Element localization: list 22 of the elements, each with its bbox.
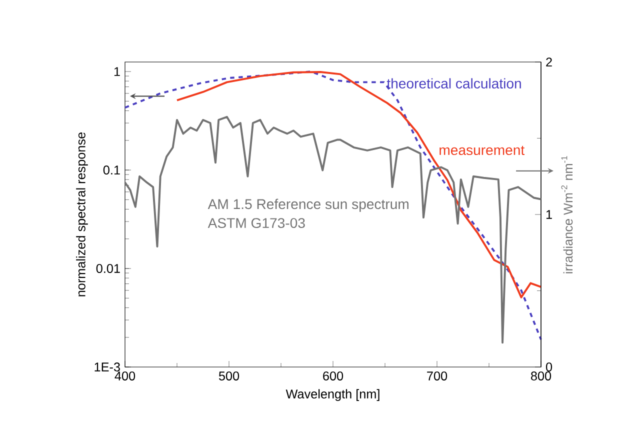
y-axis-title: normalized spectral response	[76, 132, 88, 296]
y2-tick-label: 1	[546, 210, 552, 219]
x-tick-label: 600	[323, 371, 344, 380]
line-series	[176, 70, 542, 298]
y-tick-label: 0.1	[103, 166, 120, 175]
series-label: theoretical calculation	[386, 78, 521, 89]
series-label: AM 1.5 Reference sun spectrum	[208, 198, 408, 212]
line-series	[124, 116, 542, 344]
series-label: measurement	[440, 146, 525, 156]
x-tick-label: 400	[114, 371, 136, 380]
y2-tick-label: 2	[546, 58, 552, 66]
x-tick-label: 800	[531, 371, 552, 380]
y-tick-label: 1E-3	[94, 362, 120, 372]
y2-tick-label: 0	[546, 362, 552, 372]
x-tick-label: 700	[427, 371, 448, 380]
line-series	[124, 70, 542, 341]
y-tick-label: 1	[114, 67, 120, 76]
x-tick-label: 500	[218, 371, 240, 380]
y2-axis-title: irradiance Wm$^{-2}$ nm$^{-1}$	[561, 156, 573, 274]
annotation: ASTM G173-03	[208, 218, 305, 228]
x-axis-title: Wavelength [nm]	[286, 389, 380, 401]
y-tick-label: 0.01	[96, 264, 120, 274]
